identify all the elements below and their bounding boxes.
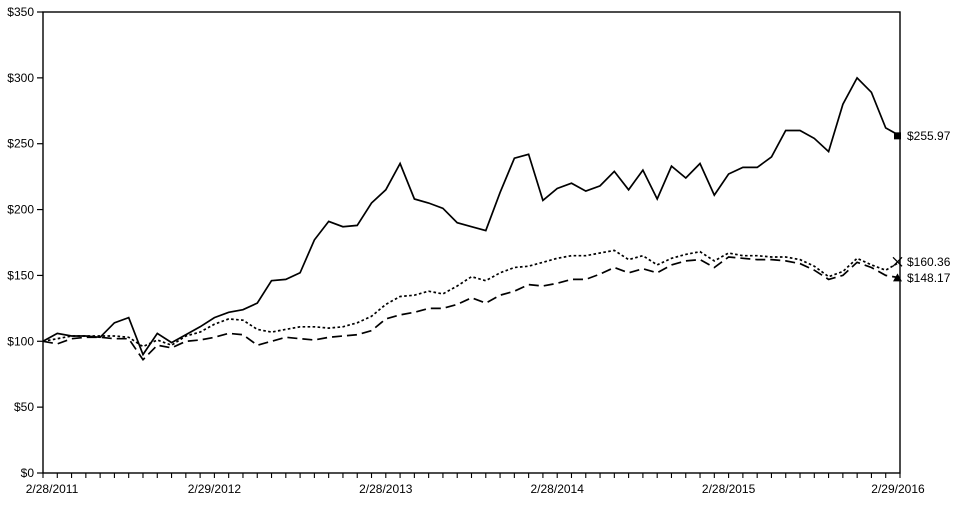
series-dashed-line: [42, 256, 901, 362]
y-axis-label: $100: [7, 334, 34, 348]
y-axis-label: $300: [7, 71, 34, 85]
series-dotted-x-marker-icon: [892, 256, 903, 267]
series-solid-line: [42, 76, 901, 357]
y-axis-label: $150: [7, 268, 34, 282]
y-axis-label: $350: [7, 5, 34, 19]
y-axis-label: $0: [21, 466, 35, 480]
y-axis-label: $250: [7, 137, 34, 151]
x-axis-label: 2/28/2013: [359, 482, 413, 496]
x-axis-label: 2/28/2014: [531, 482, 585, 496]
series-solid-end-value-label: $255.97: [907, 129, 951, 143]
x-axis-label: 2/28/2011: [26, 482, 79, 496]
series-dashed-triangle-marker-icon: [893, 273, 902, 282]
series-dotted-line: [42, 249, 901, 348]
x-axis-label: 2/29/2012: [188, 482, 242, 496]
plot-area-border: [42, 11, 901, 474]
x-axis-label: 2/28/2015: [702, 482, 756, 496]
series-dashed-end-value-label: $148.17: [907, 271, 951, 285]
x-axis-label: 2/29/2016: [871, 482, 925, 496]
series-dotted-end-value-label: $160.36: [907, 255, 951, 269]
y-axis-label: $50: [14, 400, 34, 414]
y-axis-label: $200: [7, 203, 34, 217]
series-solid-square-marker-icon: [894, 132, 901, 140]
